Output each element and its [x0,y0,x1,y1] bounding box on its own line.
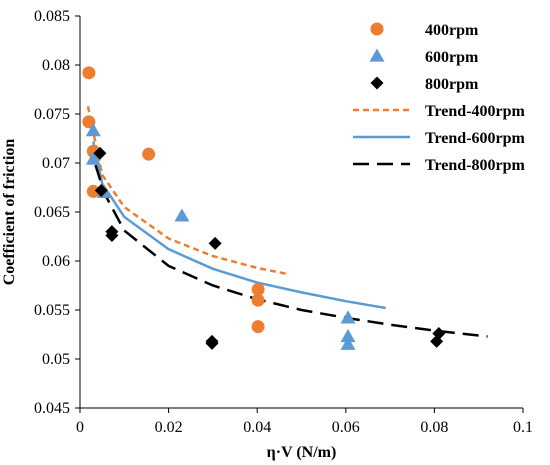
legend-label-trend-600rpm: Trend-600rpm [425,130,526,147]
y-tick-label: 0.06 [42,253,70,270]
x-tick-label: 0.06 [332,419,360,436]
legend-label-400rpm: 400rpm [425,22,479,39]
y-tick-label: 0.07 [42,155,70,172]
legend-label-trend-800rpm: Trend-800rpm [425,157,526,174]
data-point-600rpm [174,208,190,222]
trendline-trend-800rpm [94,164,488,338]
trendline-trend-600rpm [92,141,386,310]
y-tick-label: 0.075 [34,106,70,123]
data-point-400rpm [251,282,265,296]
y-tick-label: 0.085 [34,8,70,25]
data-point-400rpm [142,147,156,161]
legend: 400rpm 600rpm 800rpm Trend-400rpm Trend-600r… [353,22,526,174]
x-tick-label: 0 [76,419,84,436]
y-tick-label: 0.055 [34,302,70,319]
y-tick-label: 0.045 [34,400,70,417]
plot-area [82,66,488,350]
y-tick-label: 0.08 [42,57,70,74]
data-point-600rpm [340,336,356,350]
y-tick-label: 0.065 [34,204,70,221]
legend-marker-800rpm [370,76,384,90]
data-point-400rpm [251,293,265,307]
trendline-trend-400rpm [86,105,287,275]
data-point-800rpm [205,336,219,350]
legend-label-600rpm: 600rpm [425,49,479,66]
data-point-400rpm [82,115,96,129]
data-point-800rpm [432,327,446,341]
legend-marker-600rpm [369,48,385,62]
data-point-600rpm [85,123,101,137]
data-point-800rpm [105,229,119,243]
x-tick-label: 0.02 [155,419,183,436]
legend-marker-400rpm [370,22,384,36]
data-point-800rpm [208,236,222,250]
axes: 0 0.02 0.04 0.06 0.08 0.1 0.045 0.05 0.055 0.06 0.… [34,8,533,436]
data-point-400rpm [82,66,96,80]
data-point-400rpm [86,184,100,198]
data-point-800rpm [94,183,108,197]
y-axis-title: Coefficient of friction [1,139,18,286]
data-point-600rpm [85,151,101,165]
x-tick-label: 0.1 [513,419,533,436]
data-point-600rpm [340,310,356,324]
legend-label-trend-400rpm: Trend-400rpm [425,103,526,120]
legend-label-800rpm: 800rpm [425,76,479,93]
y-tick-label: 0.05 [42,351,70,368]
data-point-600rpm [340,328,356,343]
data-point-800rpm [93,146,107,160]
x-axis-title: η·V (N/m) [267,444,337,461]
data-point-400rpm [251,320,265,334]
x-tick-label: 0.08 [420,419,448,436]
x-tick-label: 0.04 [243,419,271,436]
